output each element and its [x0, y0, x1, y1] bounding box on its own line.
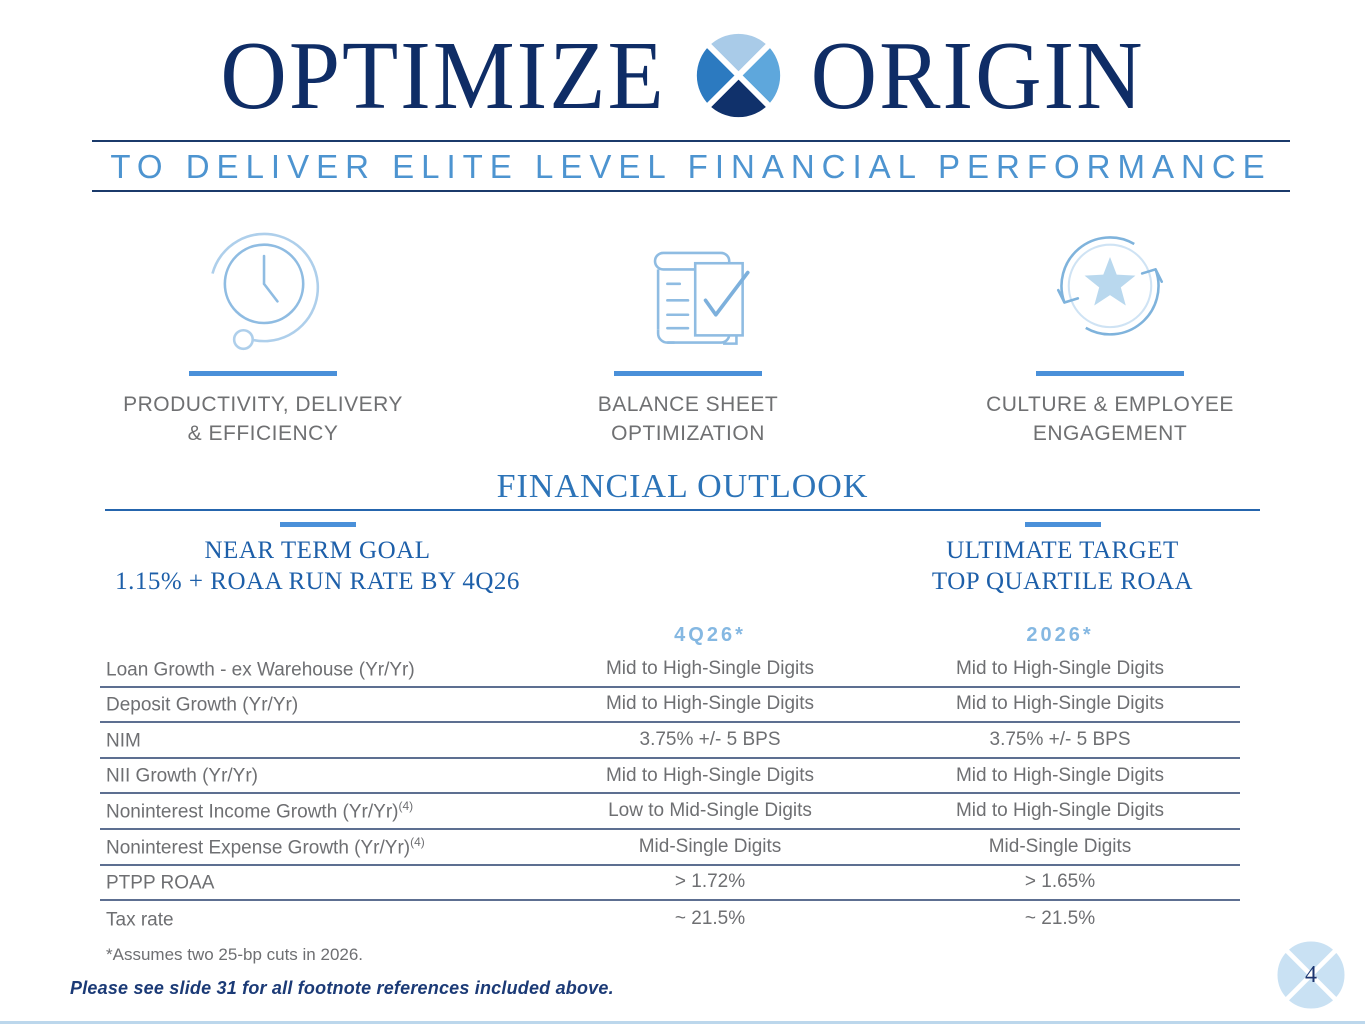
row-value-4q26: Mid to High-Single Digits — [605, 764, 815, 786]
row-label: Deposit Growth (Yr/Yr) — [106, 694, 299, 716]
bottom-edge-line — [0, 1021, 1365, 1024]
goal-subtitle: 1.15% + ROAA RUN RATE BY 4Q26 — [115, 568, 520, 595]
pillar-label-line2: ENGAGEMENT — [1032, 422, 1188, 445]
row-value-4q26: ~ 21.5% — [674, 907, 746, 929]
balance-sheet-check-icon — [478, 215, 898, 363]
page-number: 4 — [1305, 961, 1317, 988]
goal-title: ULTIMATE TARGET — [946, 537, 1179, 564]
row-value-2026: ~ 21.5% — [1024, 907, 1096, 929]
goal-accent-bar — [279, 522, 356, 527]
clock-efficiency-icon — [53, 215, 473, 363]
column-header-4q26: 4Q26* — [674, 623, 746, 646]
row-footnote-sup: (4) — [398, 799, 414, 813]
row-value-2026: Mid to High-Single Digits — [955, 657, 1165, 679]
pillar-accent-bar — [614, 371, 762, 376]
table-row: PTPP ROAA > 1.72% > 1.65% — [100, 866, 1240, 902]
table-row: NIM 3.75% +/- 5 BPS 3.75% +/- 5 BPS — [100, 723, 1240, 759]
row-label: Noninterest Income Growth (Yr/Yr) — [106, 801, 399, 823]
title-word-optimize: OPTIMIZE — [220, 20, 666, 130]
goal-subtitle: TOP QUARTILE ROAA — [931, 568, 1194, 595]
financial-outlook-heading: FINANCIAL OUTLOOK — [496, 468, 869, 505]
row-label: Loan Growth - ex Warehouse (Yr/Yr) — [106, 658, 415, 680]
goal-title: NEAR TERM GOAL — [204, 537, 431, 564]
table-row: Noninterest Expense Growth (Yr/Yr)(4) Mi… — [100, 830, 1240, 866]
table-row: Deposit Growth (Yr/Yr) Mid to High-Singl… — [100, 688, 1240, 724]
near-term-goal: NEAR TERM GOAL 1.15% + ROAA RUN RATE BY … — [105, 522, 530, 596]
row-label: NII Growth (Yr/Yr) — [106, 765, 259, 787]
pillar-label: PRODUCTIVITY, DELIVERY & EFFICIENCY — [53, 390, 473, 448]
assumption-footnote: *Assumes two 25-bp cuts in 2026. — [106, 945, 364, 964]
header-rule-top — [92, 140, 1290, 142]
row-value-4q26: Mid to High-Single Digits — [605, 693, 815, 715]
outlook-rule — [105, 509, 1260, 511]
row-value-2026: Mid to High-Single Digits — [955, 800, 1165, 822]
table-row: Loan Growth - ex Warehouse (Yr/Yr) Mid t… — [100, 652, 1240, 688]
row-label: PTPP ROAA — [106, 872, 215, 894]
pillar-culture: CULTURE & EMPLOYEE ENGAGEMENT — [900, 215, 1320, 448]
reference-footnote: Please see slide 31 for all footnote ref… — [70, 978, 614, 998]
pillar-label-line1: BALANCE SHEET — [597, 393, 779, 416]
pillar-label: CULTURE & EMPLOYEE ENGAGEMENT — [900, 390, 1320, 448]
row-value-4q26: Mid to High-Single Digits — [605, 657, 815, 679]
row-label: NIM — [106, 730, 141, 752]
financial-outlook-table: 4Q26* 2026* Loan Growth - ex Warehouse (… — [100, 618, 1240, 937]
pillar-label-line2: & EFFICIENCY — [187, 422, 339, 445]
page-badge: 4 — [1272, 936, 1350, 1014]
brand-logo-icon — [690, 27, 786, 123]
pillar-label-line2: OPTIMIZATION — [611, 422, 765, 445]
pillar-label-line1: PRODUCTIVITY, DELIVERY — [123, 393, 403, 416]
header-rule-bottom — [92, 190, 1290, 192]
row-value-4q26: > 1.72% — [674, 871, 746, 893]
row-label: Tax rate — [106, 909, 174, 931]
pillar-accent-bar — [1036, 371, 1184, 376]
row-value-2026: Mid to High-Single Digits — [955, 764, 1165, 786]
row-value-2026: > 1.65% — [1024, 871, 1096, 893]
pillar-productivity: PRODUCTIVITY, DELIVERY & EFFICIENCY — [53, 215, 473, 448]
table-row: Noninterest Income Growth (Yr/Yr)(4) Low… — [100, 794, 1240, 830]
table-row: NII Growth (Yr/Yr) Mid to High-Single Di… — [100, 759, 1240, 795]
star-cycle-icon — [900, 215, 1320, 363]
pillar-label-line1: CULTURE & EMPLOYEE — [986, 393, 1234, 416]
row-value-2026: Mid to High-Single Digits — [955, 693, 1165, 715]
slide-subtitle: TO DELIVER ELITE LEVEL FINANCIAL PERFORM… — [110, 148, 1272, 185]
ultimate-target-goal: ULTIMATE TARGET TOP QUARTILE ROAA — [850, 522, 1275, 596]
slide-title: OPTIMIZE ORIGIN — [0, 20, 1365, 130]
row-label: Noninterest Expense Growth (Yr/Yr) — [106, 836, 411, 858]
row-value-2026: 3.75% +/- 5 BPS — [989, 728, 1131, 750]
brand-logo-watermark-icon — [1272, 936, 1350, 1014]
row-value-4q26: 3.75% +/- 5 BPS — [639, 728, 781, 750]
pillar-label: BALANCE SHEET OPTIMIZATION — [478, 390, 898, 448]
table-row: Tax rate ~ 21.5% ~ 21.5% — [100, 901, 1240, 937]
pillar-accent-bar — [189, 371, 337, 376]
goal-accent-bar — [1024, 522, 1101, 527]
row-footnote-sup: (4) — [410, 834, 425, 849]
title-word-origin: ORIGIN — [810, 20, 1145, 130]
column-header-2026: 2026* — [1026, 623, 1094, 646]
row-value-4q26: Mid-Single Digits — [638, 835, 782, 857]
table-header-row: 4Q26* 2026* — [100, 618, 1240, 652]
row-value-4q26: Low to Mid-Single Digits — [608, 800, 812, 822]
row-value-2026: Mid-Single Digits — [988, 835, 1132, 857]
pillar-balance-sheet: BALANCE SHEET OPTIMIZATION — [478, 215, 898, 448]
